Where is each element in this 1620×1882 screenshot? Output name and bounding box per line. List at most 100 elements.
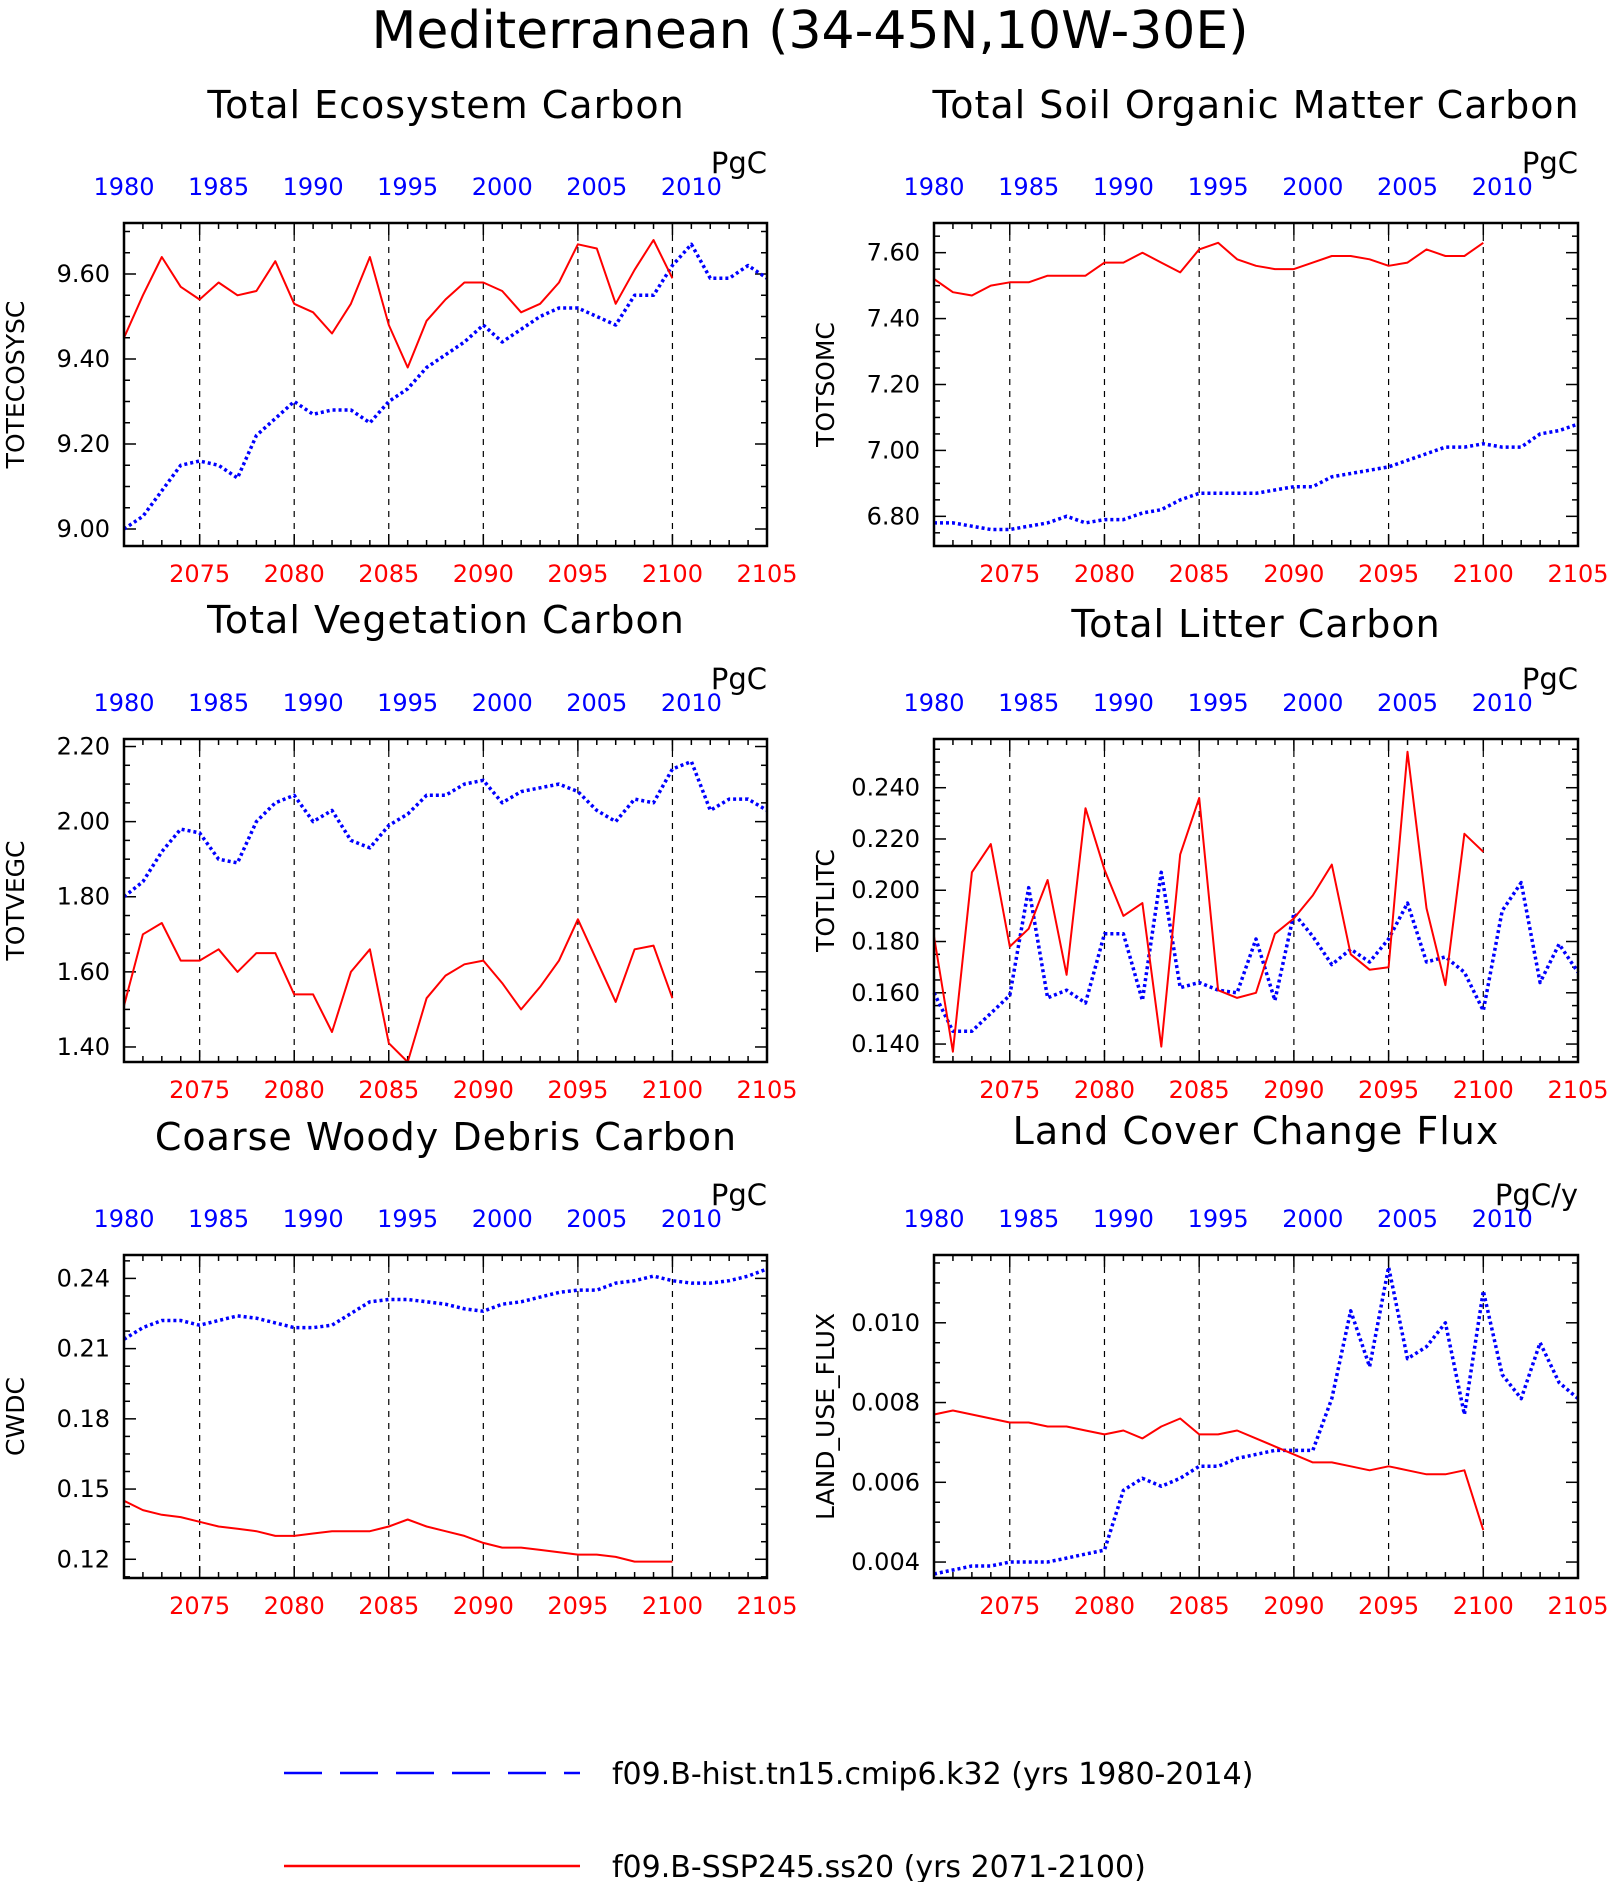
ssp-series-line <box>933 241 1484 297</box>
panel-title: Coarse Woody Debris Carbon <box>155 1115 737 1159</box>
x-top-tick-label: 2000 <box>472 1205 533 1233</box>
x-bottom-tick-label: 2080 <box>1074 1592 1135 1620</box>
panel-title: Land Cover Change Flux <box>1013 1109 1500 1153</box>
panel-coarse-woody-debris-carbon: Coarse Woody Debris Carbon PgC CWDC 2075 208… <box>1 1115 798 1620</box>
x-top-tick-label: 2000 <box>1282 1205 1343 1233</box>
y-tick-label: 0.21 <box>57 1335 110 1363</box>
y-tick-label: 1.80 <box>57 883 110 911</box>
plot-frame <box>122 737 769 1064</box>
x-bottom-tick-label: 2090 <box>453 1076 514 1104</box>
plot-frame <box>932 221 1580 548</box>
y-axis-label: TOTLITC <box>811 849 840 953</box>
y-tick-label: 0.004 <box>851 1548 920 1576</box>
x-top-tick-label: 1990 <box>283 173 344 201</box>
plot-frame <box>932 1253 1580 1580</box>
x-bottom-tick-label: 2080 <box>264 560 325 588</box>
x-top-tick-label: 2005 <box>1377 173 1438 201</box>
x-bottom-tick-label: 2105 <box>736 1076 797 1104</box>
units-label: PgC <box>711 662 767 696</box>
x-bottom-tick-label: 2075 <box>979 1592 1040 1620</box>
x-bottom-tick-label: 2085 <box>1169 560 1230 588</box>
x-bottom-tick-label: 2085 <box>1169 1076 1230 1104</box>
y-tick-label: 9.60 <box>57 260 110 288</box>
x-top-tick-label: 1980 <box>93 173 154 201</box>
x-bottom-tick-label: 2095 <box>547 1592 608 1620</box>
y-axis-label: TOTVEGC <box>1 841 30 962</box>
y-tick-label: 0.24 <box>57 1264 110 1292</box>
x-top-tick-label: 1980 <box>93 689 154 717</box>
x-bottom-tick-label: 2105 <box>1547 560 1608 588</box>
x-bottom-tick-label: 2090 <box>453 1592 514 1620</box>
x-top-tick-label: 2010 <box>1472 173 1533 201</box>
x-bottom-tick-label: 2095 <box>1358 1592 1419 1620</box>
y-tick-label: 0.180 <box>851 928 920 956</box>
x-top-tick-label: 2010 <box>1472 689 1533 717</box>
x-bottom-tick-label: 2095 <box>547 560 608 588</box>
x-bottom-tick-label: 2095 <box>1358 560 1419 588</box>
y-tick-label: 1.40 <box>57 1033 110 1061</box>
x-top-tick-label: 2000 <box>1282 173 1343 201</box>
panel-total-vegetation-carbon: Total Vegetation Carbon PgC TOTVEGC 2075 208… <box>1 598 798 1104</box>
y-tick-label: 0.18 <box>57 1405 110 1433</box>
hist-series-line <box>934 422 1579 532</box>
x-top-tick-label: 1985 <box>998 1205 1059 1233</box>
y-tick-label: 6.80 <box>867 502 920 530</box>
x-top-tick-label: 1990 <box>283 689 344 717</box>
ssp-series-line <box>123 918 674 1063</box>
hist-series-line <box>122 759 768 899</box>
hist-series-line <box>123 1267 768 1341</box>
x-top-tick-label: 2005 <box>1377 1205 1438 1233</box>
y-tick-label: 7.40 <box>867 305 920 333</box>
units-label: PgC <box>1522 662 1578 696</box>
figure-title: Mediterranean (34-45N,10W-30E) <box>371 1 1248 61</box>
legend-hist-label: f09.B-hist.tn15.cmip6.k32 (yrs 1980-2014… <box>612 1757 1253 1792</box>
plot-frame <box>122 221 769 548</box>
y-tick-label: 0.240 <box>851 774 920 802</box>
y-tick-label: 2.00 <box>57 808 110 836</box>
x-bottom-tick-label: 2100 <box>642 560 703 588</box>
panel-land-cover-change-flux: Land Cover Change Flux PgC/y LAND_USE_FLUX… <box>811 1109 1609 1620</box>
y-tick-label: 1.60 <box>57 958 110 986</box>
x-bottom-tick-label: 2105 <box>1547 1592 1608 1620</box>
x-top-tick-label: 1995 <box>377 1205 438 1233</box>
x-bottom-tick-label: 2100 <box>642 1076 703 1104</box>
ssp-series-line <box>123 239 674 369</box>
x-bottom-tick-label: 2080 <box>264 1076 325 1104</box>
x-top-tick-label: 2010 <box>661 173 722 201</box>
legend-ssp-label: f09.B-SSP245.ss20 (yrs 2071-2100) <box>612 1850 1146 1882</box>
x-top-tick-label: 1990 <box>283 1205 344 1233</box>
y-tick-label: 0.006 <box>851 1468 920 1496</box>
x-bottom-tick-label: 2105 <box>736 560 797 588</box>
x-top-tick-label: 1985 <box>188 1205 249 1233</box>
panel-title: Total Soil Organic Matter Carbon <box>931 83 1579 127</box>
x-bottom-tick-label: 2085 <box>358 560 419 588</box>
x-top-tick-label: 1995 <box>377 173 438 201</box>
x-bottom-tick-label: 2095 <box>547 1076 608 1104</box>
y-tick-label: 0.15 <box>57 1475 110 1503</box>
x-top-tick-label: 2010 <box>661 1205 722 1233</box>
panel-title: Total Vegetation Carbon <box>206 598 685 642</box>
x-bottom-tick-label: 2105 <box>736 1592 797 1620</box>
x-bottom-tick-label: 2090 <box>1263 1592 1324 1620</box>
y-tick-label: 0.140 <box>851 1030 920 1058</box>
x-top-tick-label: 1985 <box>998 689 1059 717</box>
x-bottom-tick-label: 2085 <box>358 1076 419 1104</box>
units-label: PgC <box>711 146 767 180</box>
x-bottom-tick-label: 2075 <box>979 560 1040 588</box>
x-bottom-tick-label: 2100 <box>1453 1592 1514 1620</box>
x-top-tick-label: 2000 <box>1282 689 1343 717</box>
ssp-series-line <box>123 1499 673 1563</box>
x-top-tick-label: 2005 <box>566 173 627 201</box>
x-top-tick-label: 1995 <box>1188 689 1249 717</box>
y-tick-label: 0.008 <box>851 1389 920 1417</box>
y-tick-label: 7.60 <box>867 239 920 267</box>
x-bottom-tick-label: 2090 <box>1263 1076 1324 1104</box>
x-bottom-tick-label: 2085 <box>358 1592 419 1620</box>
panel-total-ecosystem-carbon: Total Ecosystem Carbon PgC TOTECOSYSC 2075 2… <box>1 83 798 588</box>
hist-series-line <box>123 242 768 531</box>
panel-title: Total Ecosystem Carbon <box>206 83 684 127</box>
y-tick-label: 7.00 <box>867 436 920 464</box>
x-top-tick-label: 1980 <box>903 173 964 201</box>
y-tick-label: 0.160 <box>851 979 920 1007</box>
